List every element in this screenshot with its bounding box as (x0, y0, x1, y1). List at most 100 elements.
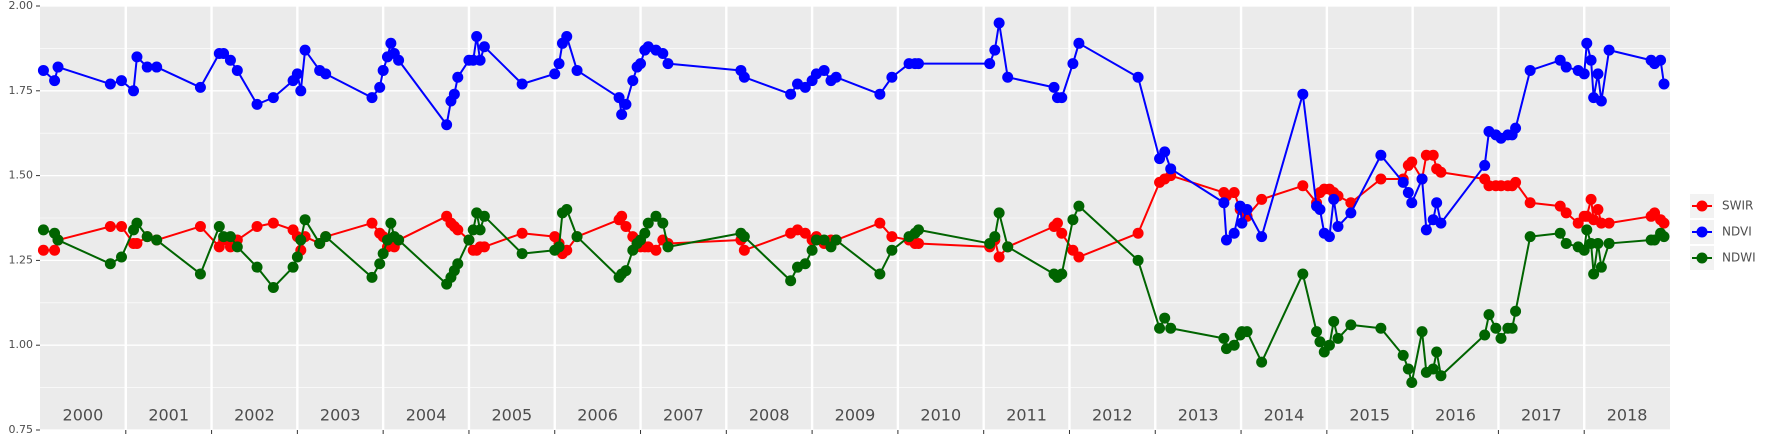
data-point (912, 224, 924, 236)
data-point (1479, 329, 1491, 341)
data-point (478, 241, 490, 253)
data-point (806, 244, 818, 256)
data-point (1585, 193, 1597, 205)
data-point (616, 210, 628, 222)
data-point (1560, 237, 1572, 249)
y-tick-label: 1.50 (9, 169, 34, 182)
data-point (448, 88, 460, 100)
data-point (1595, 95, 1607, 107)
data-point (1397, 349, 1409, 361)
data-point (627, 75, 639, 87)
data-point (393, 54, 405, 66)
data-point (287, 261, 299, 273)
data-point (516, 78, 528, 90)
data-point (1603, 44, 1615, 56)
year-label: 2011 (1006, 406, 1047, 425)
data-point (561, 31, 573, 43)
data-point (1431, 197, 1443, 209)
data-point (224, 231, 236, 243)
data-point (295, 234, 307, 246)
data-point (452, 224, 464, 236)
data-point (131, 51, 143, 63)
data-point (1406, 377, 1418, 389)
data-point (267, 217, 279, 229)
data-point (1256, 193, 1268, 205)
data-point (1560, 207, 1572, 219)
data-point (291, 68, 303, 80)
data-point (37, 64, 49, 76)
data-point (141, 61, 153, 73)
year-label: 2009 (835, 406, 876, 425)
data-point (1416, 326, 1428, 338)
data-point (1375, 173, 1387, 185)
data-point (516, 227, 528, 239)
data-point (799, 227, 811, 239)
data-point (635, 58, 647, 70)
series (37, 17, 1670, 246)
data-point (116, 220, 127, 232)
data-point (620, 220, 632, 232)
data-point (104, 220, 116, 232)
data-point (1435, 166, 1447, 178)
data-point (194, 81, 206, 93)
data-point (1048, 81, 1060, 93)
data-point (1345, 207, 1357, 219)
data-point (1416, 173, 1428, 185)
data-point (1592, 204, 1604, 216)
data-point (1402, 187, 1414, 199)
data-point (1435, 370, 1447, 382)
legend-label: NDVI (1722, 225, 1752, 239)
data-point (616, 109, 628, 121)
legend-point (1696, 226, 1708, 238)
data-point (1132, 71, 1144, 83)
year-label: 2006 (577, 406, 618, 425)
data-point (1159, 146, 1171, 158)
data-point (1241, 204, 1253, 216)
data-point (128, 85, 140, 97)
year-label: 2007 (663, 406, 704, 425)
data-point (1132, 227, 1144, 239)
data-point (1228, 227, 1240, 239)
y-tick-label: 1.25 (9, 253, 34, 266)
data-point (104, 78, 116, 90)
data-point (231, 64, 243, 76)
data-point (1165, 163, 1177, 175)
data-point (251, 261, 263, 273)
data-point (1554, 227, 1566, 239)
data-point (104, 258, 116, 270)
data-point (657, 47, 669, 59)
data-point (657, 217, 669, 229)
data-point (1228, 339, 1240, 351)
data-point (1524, 231, 1536, 243)
year-label: 2001 (148, 406, 189, 425)
data-point (1297, 180, 1309, 192)
data-point (385, 37, 397, 49)
data-point (151, 61, 163, 73)
data-point (1397, 176, 1409, 188)
data-point (1603, 237, 1615, 249)
data-point (1328, 193, 1340, 205)
data-point (1581, 37, 1593, 49)
data-point (267, 92, 279, 104)
data-point (738, 244, 750, 256)
data-point (1056, 268, 1068, 280)
data-point (993, 251, 1005, 263)
year-label: 2008 (749, 406, 790, 425)
data-point (131, 217, 143, 229)
data-point (1165, 322, 1177, 334)
year-label: 2015 (1349, 406, 1390, 425)
data-point (662, 241, 674, 253)
data-point (830, 71, 842, 83)
data-point (1578, 244, 1590, 256)
data-point (874, 88, 886, 100)
data-point (1431, 346, 1443, 358)
data-point (377, 64, 389, 76)
data-point (650, 244, 662, 256)
year-label: 2002 (234, 406, 275, 425)
data-point (993, 17, 1005, 29)
data-point (52, 234, 64, 246)
data-point (1323, 339, 1335, 351)
data-point (571, 231, 583, 243)
data-point (141, 231, 153, 243)
